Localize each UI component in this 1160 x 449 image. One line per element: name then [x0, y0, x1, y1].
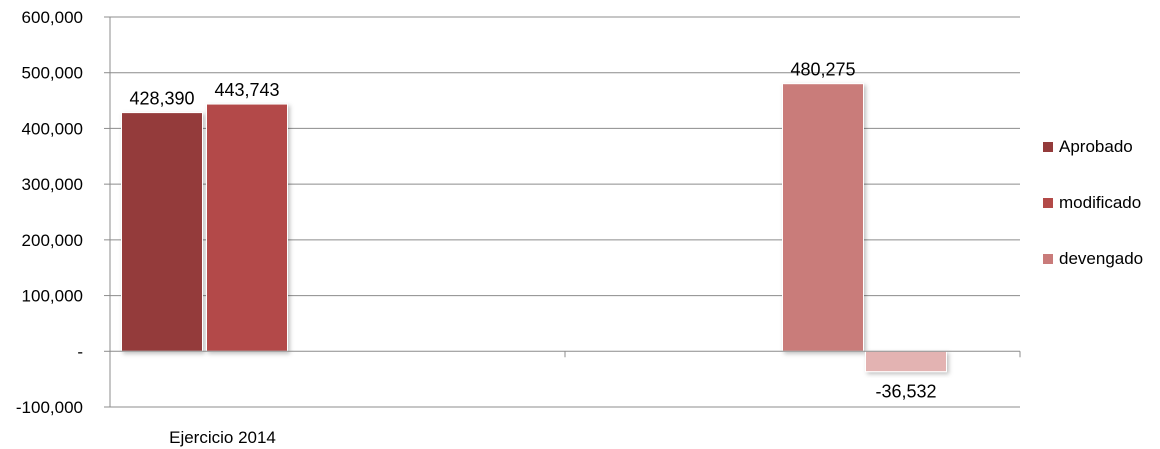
data-label: 428,390 — [129, 89, 194, 109]
axes — [109, 17, 1021, 407]
data-label: 480,275 — [790, 60, 855, 80]
bar-aprobado — [121, 112, 203, 352]
legend-label: Aprobado — [1059, 137, 1133, 156]
data-labels: 428,390 443,743 480,275 -36,532 — [129, 60, 936, 402]
y-axis-ticks: 600,000 500,000 400,000 300,000 200,000 100,0… — [16, 8, 110, 417]
data-label: -36,532 — [875, 382, 936, 402]
bar-devengado — [782, 83, 864, 352]
legend-label: modificado — [1059, 193, 1141, 212]
bar-modificado — [206, 103, 288, 352]
y-tick-label: 500,000 — [22, 64, 83, 83]
data-label: 443,743 — [214, 80, 279, 100]
y-tick-label: 100,000 — [22, 287, 83, 306]
bars — [121, 83, 947, 373]
legend-swatch — [1043, 198, 1053, 208]
x-tick-label: Ejercicio 2014 — [169, 428, 276, 447]
y-tick-label: -100,000 — [16, 398, 83, 417]
legend-swatch — [1043, 142, 1053, 152]
x-axis-ticks: Ejercicio 2014 — [169, 428, 276, 447]
legend: Aprobado modificado devengado — [1043, 137, 1143, 268]
bar-series-3 — [865, 350, 947, 373]
y-tick-label: - — [77, 342, 83, 361]
legend-label: devengado — [1059, 249, 1143, 268]
y-tick-label: 400,000 — [22, 119, 83, 138]
y-tick-label: 200,000 — [22, 231, 83, 250]
y-tick-label: 600,000 — [22, 8, 83, 27]
y-tick-label: 300,000 — [22, 175, 83, 194]
legend-swatch — [1043, 254, 1053, 264]
